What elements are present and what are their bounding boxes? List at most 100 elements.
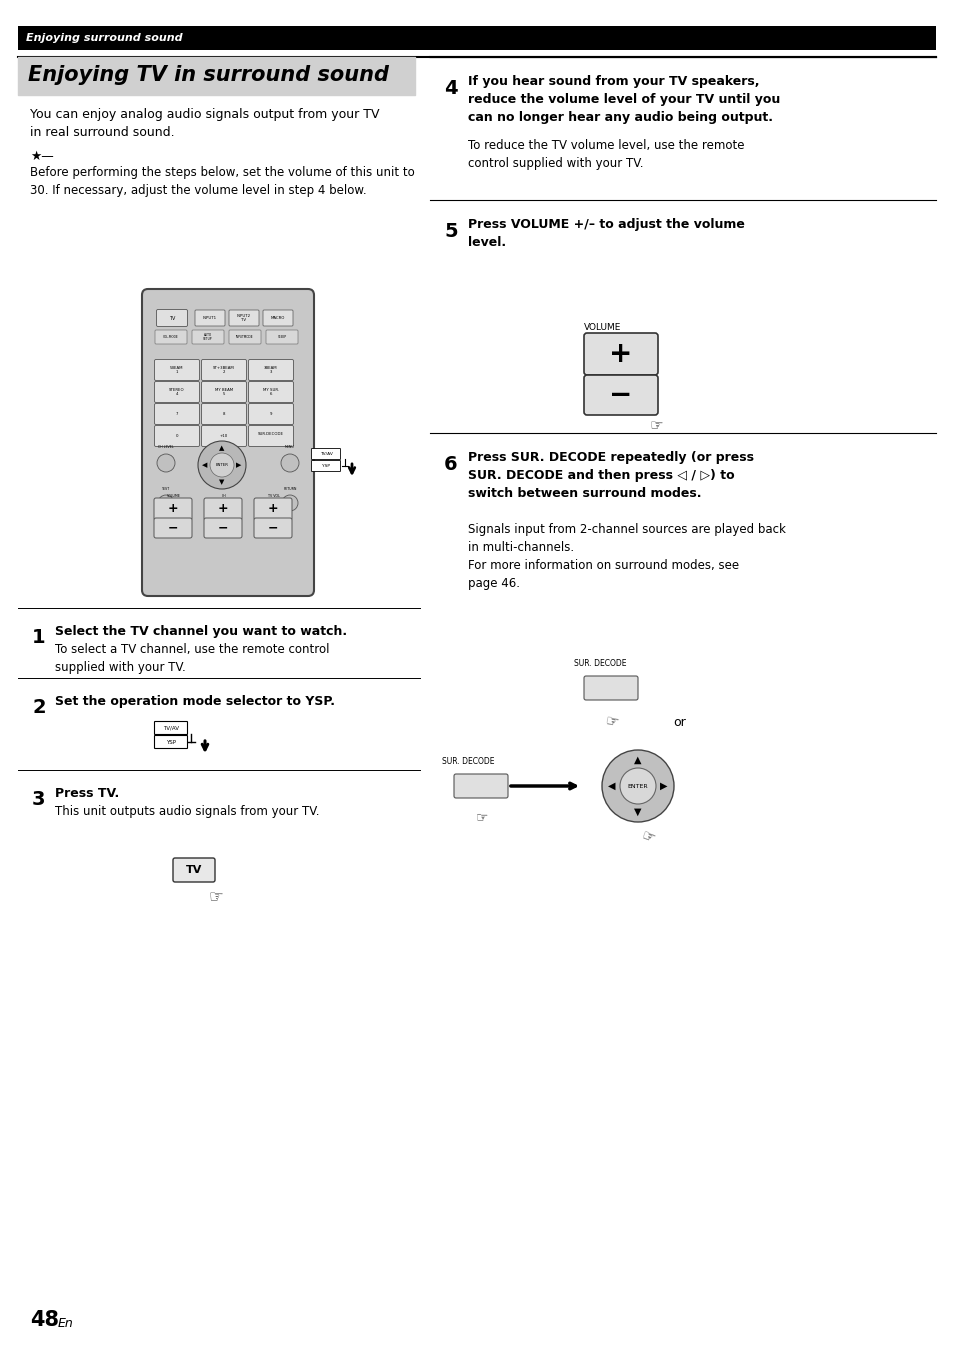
FancyBboxPatch shape	[253, 518, 292, 538]
Text: INPUTMODE: INPUTMODE	[236, 336, 253, 338]
Text: −: −	[268, 522, 278, 535]
FancyBboxPatch shape	[583, 675, 638, 700]
Text: CH: CH	[221, 493, 226, 497]
Text: If you hear sound from your TV speakers,
reduce the volume level of your TV unti: If you hear sound from your TV speakers,…	[468, 75, 780, 124]
Text: ▶: ▶	[236, 462, 241, 468]
Circle shape	[158, 495, 173, 511]
Text: ◀: ◀	[202, 462, 208, 468]
Text: VOLUME: VOLUME	[167, 493, 181, 497]
Text: 1: 1	[32, 628, 46, 647]
FancyBboxPatch shape	[248, 381, 294, 403]
FancyBboxPatch shape	[154, 330, 187, 344]
Circle shape	[281, 454, 298, 472]
Text: ☞: ☞	[476, 810, 488, 824]
FancyBboxPatch shape	[312, 461, 340, 472]
Circle shape	[198, 441, 246, 489]
FancyBboxPatch shape	[172, 857, 214, 882]
Text: CH LEVEL: CH LEVEL	[158, 445, 173, 449]
Text: ENTER: ENTER	[627, 783, 648, 789]
Text: +: +	[217, 503, 228, 515]
Text: STEREO
4: STEREO 4	[169, 388, 185, 396]
FancyBboxPatch shape	[194, 310, 225, 326]
FancyBboxPatch shape	[142, 288, 314, 596]
Text: 5: 5	[443, 222, 457, 241]
FancyBboxPatch shape	[154, 360, 199, 380]
Text: 8: 8	[222, 412, 225, 417]
Text: SUR. DECODE: SUR. DECODE	[573, 659, 625, 669]
Text: Set the operation mode selector to YSP.: Set the operation mode selector to YSP.	[55, 696, 335, 708]
Text: 7: 7	[175, 412, 178, 417]
Text: ▲: ▲	[219, 445, 225, 452]
Text: ▼: ▼	[634, 807, 641, 817]
Text: 6: 6	[443, 456, 457, 474]
Text: VOL.MODE: VOL.MODE	[163, 336, 178, 338]
Text: Signals input from 2-channel sources are played back
in multi-channels.
For more: Signals input from 2-channel sources are…	[468, 523, 785, 590]
FancyBboxPatch shape	[229, 330, 261, 344]
Text: VOLUME: VOLUME	[583, 324, 621, 332]
FancyBboxPatch shape	[204, 518, 242, 538]
Circle shape	[210, 453, 233, 477]
Text: This unit outputs audio signals from your TV.: This unit outputs audio signals from you…	[55, 805, 319, 818]
Text: TV/AV: TV/AV	[163, 725, 179, 731]
Text: RETURN: RETURN	[283, 487, 296, 491]
FancyBboxPatch shape	[263, 310, 293, 326]
Text: +: +	[609, 340, 632, 368]
FancyBboxPatch shape	[583, 333, 658, 375]
Text: TV VOL: TV VOL	[268, 493, 279, 497]
Text: or: or	[673, 716, 685, 728]
Text: SUR. DECODE: SUR. DECODE	[441, 758, 494, 766]
Text: MY BEAM
5: MY BEAM 5	[214, 388, 233, 396]
Text: INPUT1: INPUT1	[203, 315, 217, 319]
Text: TEST: TEST	[162, 487, 170, 491]
Text: MENU: MENU	[285, 445, 294, 449]
Text: ST+3BEAM
2: ST+3BEAM 2	[213, 365, 234, 375]
FancyBboxPatch shape	[154, 426, 199, 446]
FancyBboxPatch shape	[248, 403, 294, 425]
Text: ▶: ▶	[659, 780, 667, 791]
Text: Before performing the steps below, set the volume of this unit to
30. If necessa: Before performing the steps below, set t…	[30, 166, 415, 197]
Text: Press VOLUME +/– to adjust the volume
level.: Press VOLUME +/– to adjust the volume le…	[468, 218, 744, 249]
Text: AUTO
SETUP: AUTO SETUP	[203, 333, 213, 341]
FancyBboxPatch shape	[201, 381, 246, 403]
Circle shape	[157, 454, 174, 472]
Text: ☞: ☞	[603, 714, 619, 731]
Text: −: −	[168, 522, 178, 535]
Text: ENTER: ENTER	[215, 462, 228, 466]
Text: 5BEAM
1: 5BEAM 1	[170, 365, 184, 375]
Text: Enjoying surround sound: Enjoying surround sound	[26, 32, 182, 43]
Text: You can enjoy analog audio signals output from your TV
in real surround sound.: You can enjoy analog audio signals outpu…	[30, 108, 379, 139]
Text: Select the TV channel you want to watch.: Select the TV channel you want to watch.	[55, 625, 347, 638]
Text: ▲: ▲	[634, 755, 641, 766]
Text: 3BEAM
3: 3BEAM 3	[264, 365, 277, 375]
Text: YSP: YSP	[166, 740, 175, 744]
Circle shape	[601, 749, 673, 822]
FancyBboxPatch shape	[201, 360, 246, 380]
FancyBboxPatch shape	[154, 381, 199, 403]
Bar	[18, 26, 935, 50]
FancyBboxPatch shape	[266, 330, 297, 344]
Text: 3: 3	[32, 790, 46, 809]
Text: 4: 4	[443, 80, 457, 98]
FancyBboxPatch shape	[201, 403, 246, 425]
Text: INPUT2
TV: INPUT2 TV	[236, 314, 251, 322]
Text: MY SUR.
6: MY SUR. 6	[263, 388, 279, 396]
FancyBboxPatch shape	[201, 426, 246, 446]
FancyBboxPatch shape	[192, 330, 224, 344]
FancyBboxPatch shape	[253, 497, 292, 520]
Text: +: +	[268, 503, 278, 515]
FancyBboxPatch shape	[154, 721, 188, 735]
FancyBboxPatch shape	[583, 375, 658, 415]
FancyBboxPatch shape	[312, 449, 340, 460]
FancyBboxPatch shape	[153, 518, 192, 538]
Text: TV: TV	[169, 315, 175, 321]
FancyBboxPatch shape	[248, 360, 294, 380]
Text: YSP: YSP	[322, 464, 330, 468]
FancyBboxPatch shape	[156, 310, 188, 326]
Text: ☞: ☞	[649, 418, 663, 433]
Text: MACRO: MACRO	[271, 315, 285, 319]
Text: To select a TV channel, use the remote control
supplied with your TV.: To select a TV channel, use the remote c…	[55, 643, 329, 674]
Text: 9: 9	[270, 412, 272, 417]
FancyBboxPatch shape	[248, 426, 294, 446]
FancyBboxPatch shape	[204, 497, 242, 520]
Text: TV: TV	[186, 865, 202, 875]
